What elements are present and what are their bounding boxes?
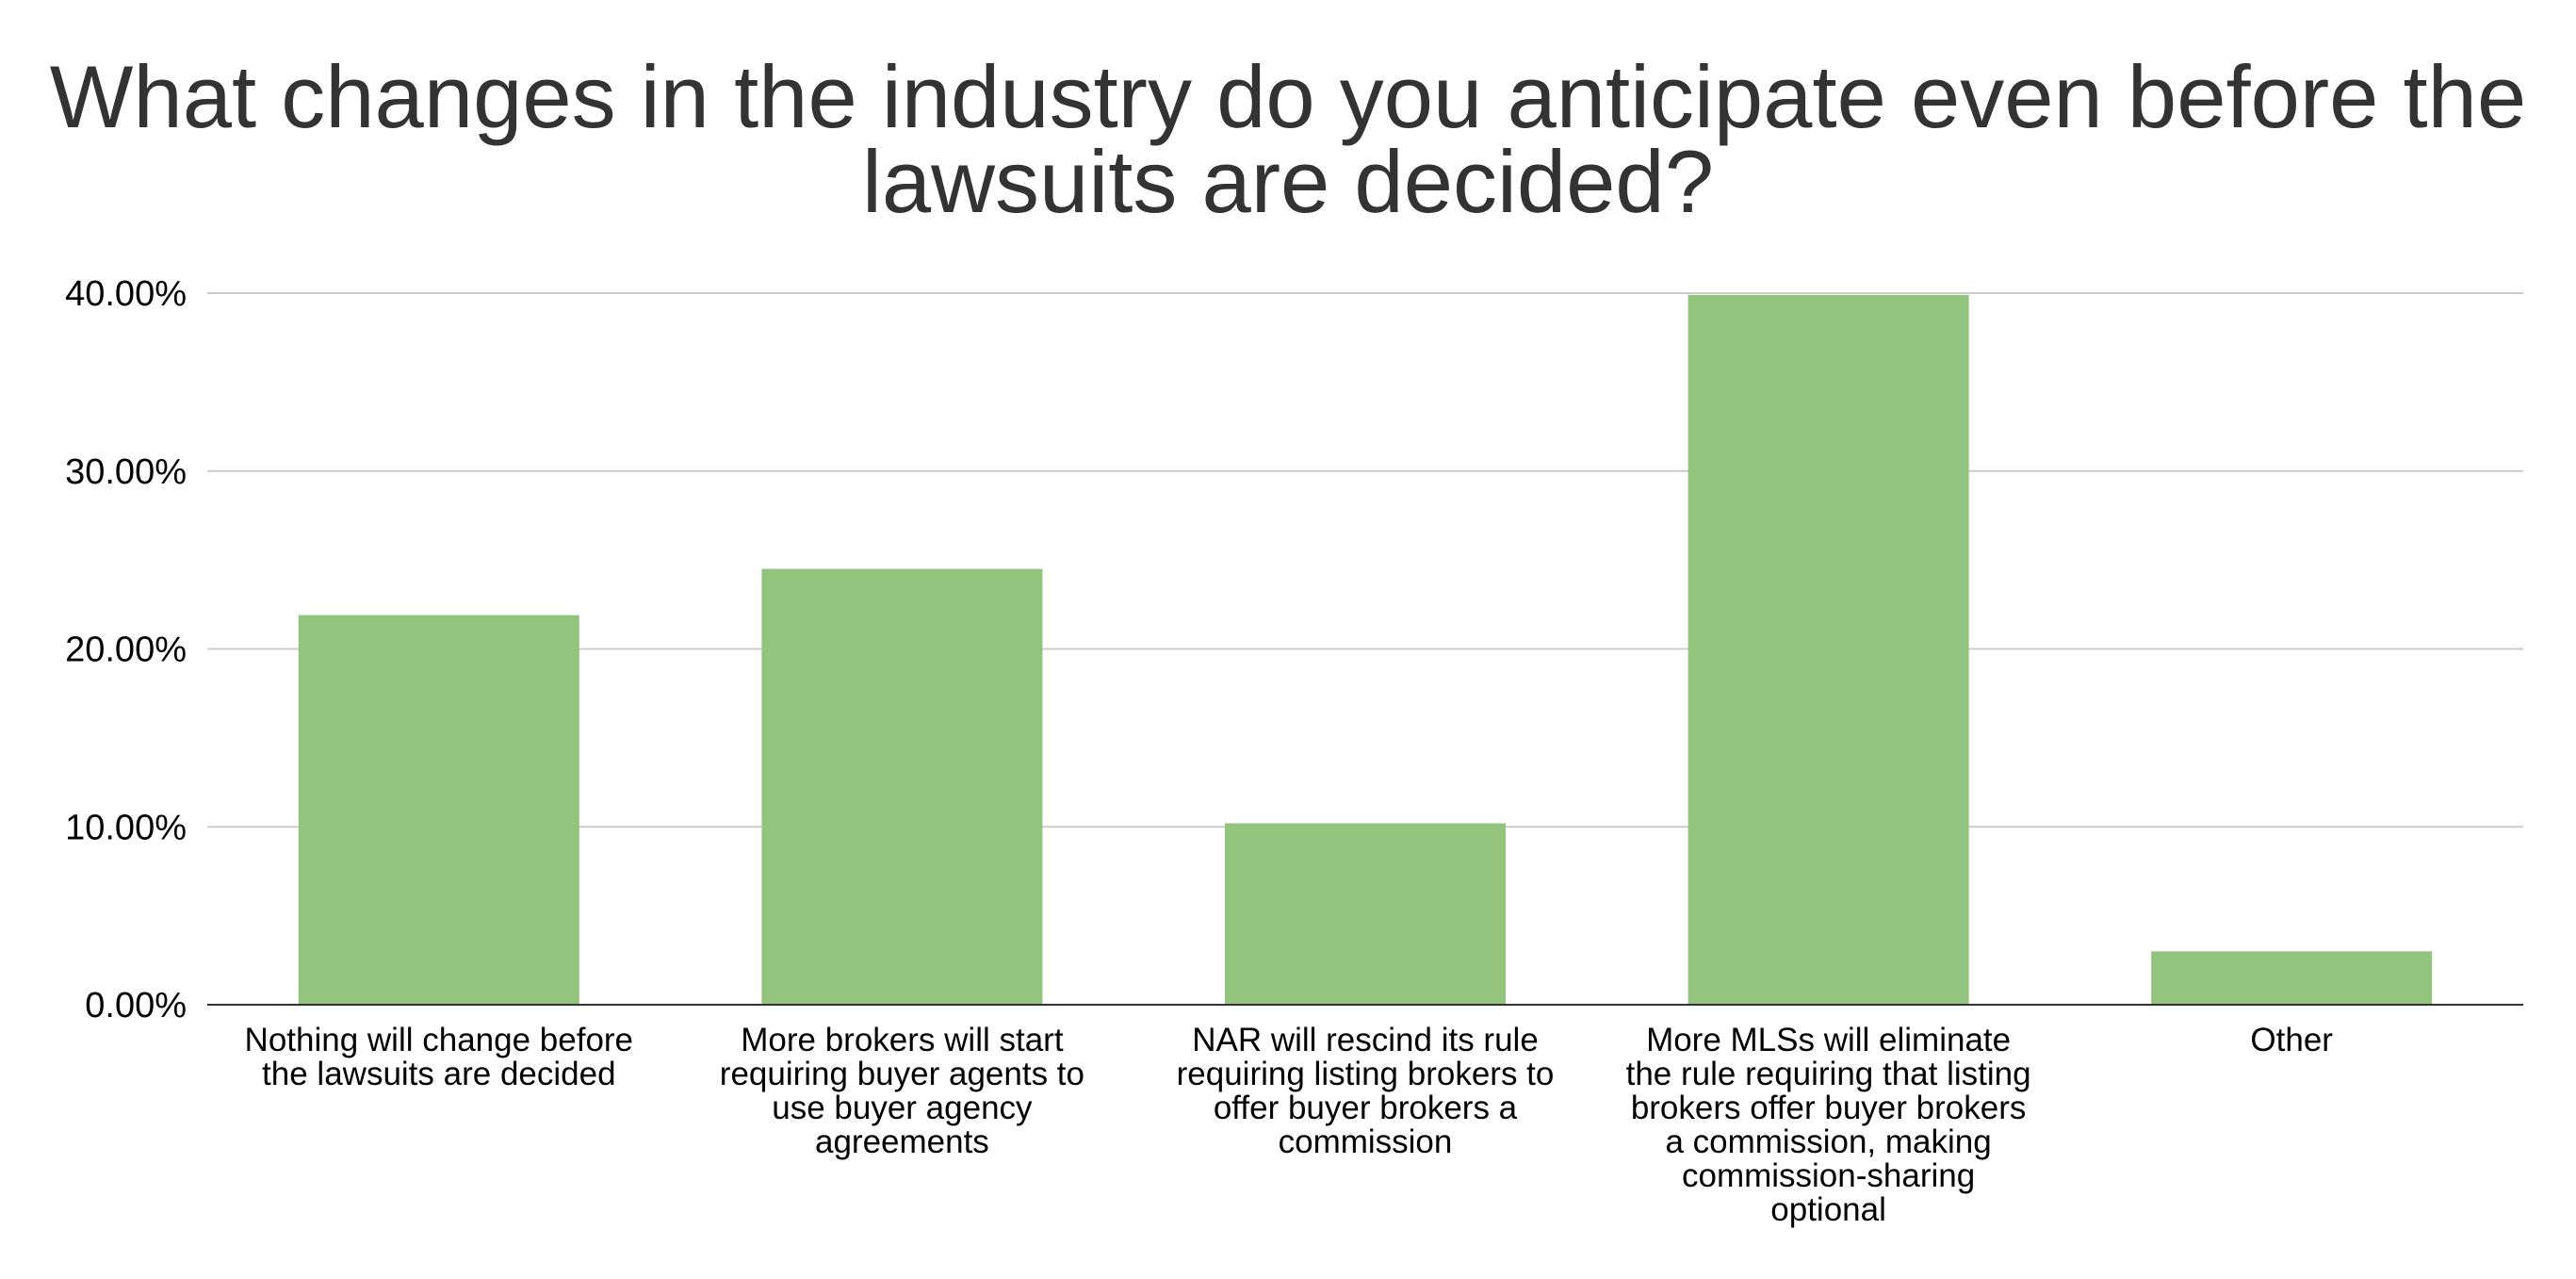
y-tick-label: 40.00% xyxy=(65,274,187,314)
x-category-label-line: More brokers will start xyxy=(741,1022,1064,1058)
y-tick-label: 10.00% xyxy=(65,808,187,847)
x-category-label-line: requiring listing brokers to xyxy=(1177,1056,1555,1092)
x-category-label-line: the lawsuits are decided xyxy=(262,1056,616,1092)
x-category-label-line: optional xyxy=(1770,1191,1886,1228)
x-category-label: Other xyxy=(2250,1022,2333,1058)
gridlines xyxy=(207,292,2523,828)
x-category-label-line: the rule requiring that listing xyxy=(1626,1056,2031,1092)
y-tick-label: 0.00% xyxy=(85,986,187,1025)
bar xyxy=(761,568,1043,1005)
x-category-label-line: agreements xyxy=(815,1123,989,1160)
x-category-label-line: requiring buyer agents to xyxy=(720,1056,1084,1092)
chart-title-line: What changes in the industry do you anti… xyxy=(50,47,2526,146)
chart-title-line: lawsuits are decided? xyxy=(862,132,1714,231)
bar xyxy=(298,615,579,1005)
y-axis-tick-labels: 0.00% 10.00% 20.00% 30.00% 40.00% xyxy=(65,274,187,1025)
x-category-label-line: use buyer agency xyxy=(772,1090,1033,1126)
bar xyxy=(1687,294,1969,1005)
x-category-label-line: NAR will rescind its rule xyxy=(1192,1022,1539,1058)
x-category-label-line: Other xyxy=(2250,1022,2333,1058)
y-tick-label: 30.00% xyxy=(65,452,187,492)
x-category-label-line: offer buyer brokers a xyxy=(1214,1090,1518,1126)
x-category-label-line: commission-sharing xyxy=(1682,1157,1975,1194)
x-category-label-line: Nothing will change before xyxy=(245,1022,633,1058)
y-tick-label: 20.00% xyxy=(65,631,187,670)
bar xyxy=(1225,823,1506,1005)
x-category-label-line: brokers offer buyer brokers xyxy=(1631,1090,2027,1126)
chart-title: What changes in the industry do you anti… xyxy=(50,47,2526,231)
bar xyxy=(2151,951,2433,1005)
bars xyxy=(298,294,2433,1005)
x-category-label-line: More MLSs will eliminate xyxy=(1646,1022,2011,1058)
x-category-label-line: commission xyxy=(1279,1123,1453,1160)
x-category-label-line: a commission, making xyxy=(1665,1123,1991,1160)
